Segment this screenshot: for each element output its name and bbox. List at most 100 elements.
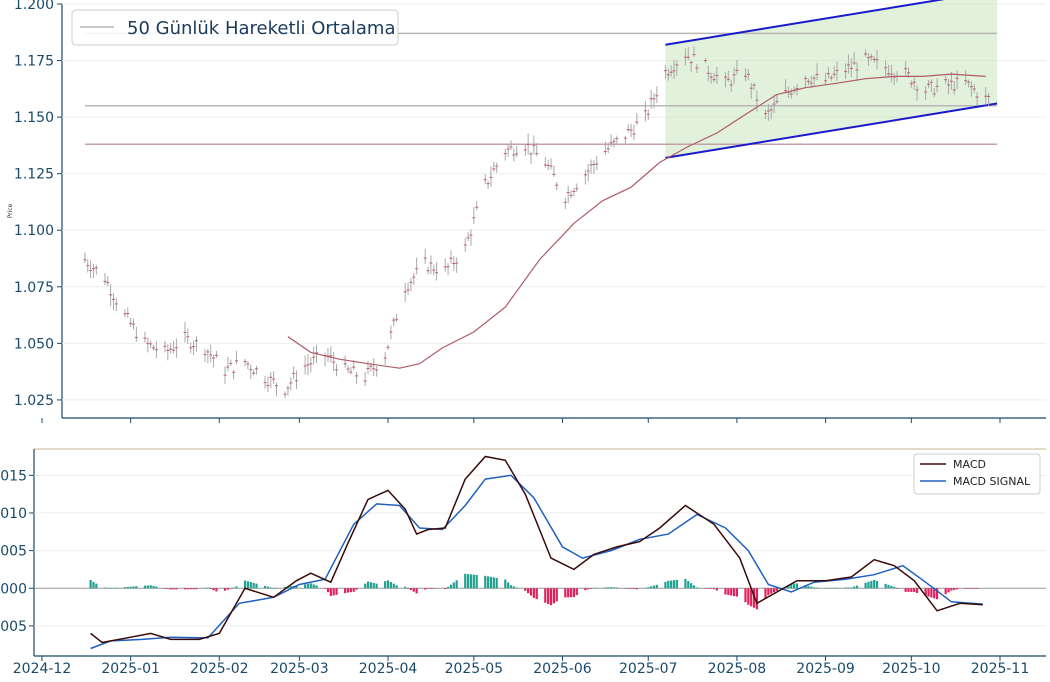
- histogram-bar: [870, 580, 873, 589]
- histogram-bar: [629, 588, 633, 589]
- histogram-bar: [415, 588, 418, 594]
- histogram-bar: [172, 588, 175, 590]
- top-ytick-label: 1.125: [14, 167, 54, 183]
- histogram-bar: [404, 586, 407, 589]
- histogram-bar: [315, 585, 318, 589]
- histogram-bar: [109, 588, 112, 589]
- histogram-bar: [186, 588, 189, 590]
- histogram-bar: [672, 580, 676, 589]
- histogram-bar: [303, 584, 307, 589]
- bottom-ytick-label: 0.000: [0, 581, 27, 597]
- histogram-bar: [664, 581, 667, 589]
- histogram-bar: [135, 586, 138, 589]
- histogram-bar: [747, 588, 750, 605]
- histogram-bar: [587, 588, 590, 590]
- histogram-bar: [472, 574, 475, 589]
- histogram-bar: [209, 588, 212, 589]
- histogram-bar: [504, 579, 507, 589]
- histogram-bar: [169, 588, 172, 590]
- histogram-bar: [947, 588, 950, 593]
- histogram-bar: [369, 582, 372, 589]
- bottom-xtick-label: 2024-12: [13, 661, 72, 677]
- histogram-bar: [864, 582, 867, 589]
- histogram-bar: [129, 586, 132, 589]
- histogram-bar: [206, 587, 209, 589]
- histogram-bar: [684, 578, 687, 589]
- histogram-bar: [189, 588, 192, 590]
- bottom-ytick-label: 0.005: [0, 544, 27, 560]
- histogram-bar: [813, 587, 816, 589]
- histogram-bar: [624, 588, 627, 589]
- histogram-bar: [690, 583, 693, 589]
- histogram-bar: [790, 583, 793, 589]
- histogram-bar: [967, 588, 970, 589]
- histogram-bar: [853, 586, 856, 589]
- macd-line: [90, 455, 983, 644]
- histogram-bar: [835, 587, 839, 589]
- histogram-bar: [269, 587, 272, 589]
- histogram-bar: [595, 587, 598, 589]
- bottom-ytick-label: 0.010: [0, 506, 27, 522]
- histogram-bar: [567, 588, 570, 598]
- histogram-bar: [452, 582, 455, 589]
- histogram-bar: [775, 588, 779, 591]
- histogram-bar: [492, 577, 495, 589]
- histogram-bar: [489, 576, 493, 589]
- top-legend-box: [71, 9, 399, 46]
- histogram-bar: [793, 583, 796, 589]
- histogram-bar: [827, 587, 830, 589]
- histogram-bar: [103, 587, 107, 589]
- histogram-bar: [607, 587, 610, 589]
- histogram-bar: [366, 581, 370, 589]
- histogram-bar: [386, 580, 390, 589]
- histogram-bar: [524, 588, 527, 591]
- histogram-bar: [392, 583, 395, 589]
- histogram-bar: [833, 587, 836, 589]
- histogram-bar: [143, 585, 147, 589]
- histogram-bar: [115, 587, 118, 589]
- histogram-bar: [155, 586, 158, 589]
- macd-signal-line: [90, 474, 983, 650]
- histogram-bar: [429, 588, 433, 589]
- ohlc-bars: [83, 46, 991, 399]
- bottom-xtick-label: 2025-01: [101, 661, 160, 677]
- histogram-bar: [309, 583, 312, 589]
- histogram-bar: [324, 588, 327, 589]
- histogram-bar: [163, 588, 167, 589]
- histogram-bar: [910, 588, 913, 592]
- histogram-bar: [807, 586, 810, 589]
- histogram-bar: [535, 588, 538, 600]
- histogram-bar: [695, 587, 698, 589]
- histogram-bar: [409, 588, 413, 591]
- histogram-bar: [609, 587, 613, 589]
- histogram-bar: [95, 583, 98, 589]
- histogram-bar: [444, 588, 447, 590]
- histogram-bar: [569, 588, 573, 598]
- histogram-bar: [555, 588, 558, 602]
- histogram-bar: [509, 585, 513, 589]
- histogram-bar: [507, 582, 510, 589]
- histogram-bar: [592, 587, 596, 589]
- histogram-bar: [575, 588, 578, 596]
- histogram-bar: [915, 588, 919, 593]
- histogram-bar: [652, 585, 656, 589]
- histogram-bar: [283, 586, 287, 589]
- top-ytick-label: 1.200: [14, 0, 54, 13]
- histogram-bar: [295, 585, 298, 589]
- histogram-bar: [712, 588, 716, 590]
- histogram-bar: [112, 587, 115, 589]
- histogram-bar: [589, 588, 593, 589]
- histogram-bar: [564, 588, 567, 598]
- histogram-bar: [875, 580, 879, 589]
- histogram-bar: [272, 588, 275, 589]
- macd-histogram: [89, 573, 979, 610]
- histogram-bar: [772, 588, 776, 593]
- histogram-bar: [332, 588, 335, 596]
- bottom-xtick-label: 2025-03: [270, 661, 329, 677]
- histogram-bar: [243, 580, 247, 589]
- histogram-bar: [810, 586, 813, 589]
- histogram-bar: [255, 583, 258, 589]
- histogram-bar: [895, 588, 899, 589]
- histogram-bar: [183, 588, 187, 590]
